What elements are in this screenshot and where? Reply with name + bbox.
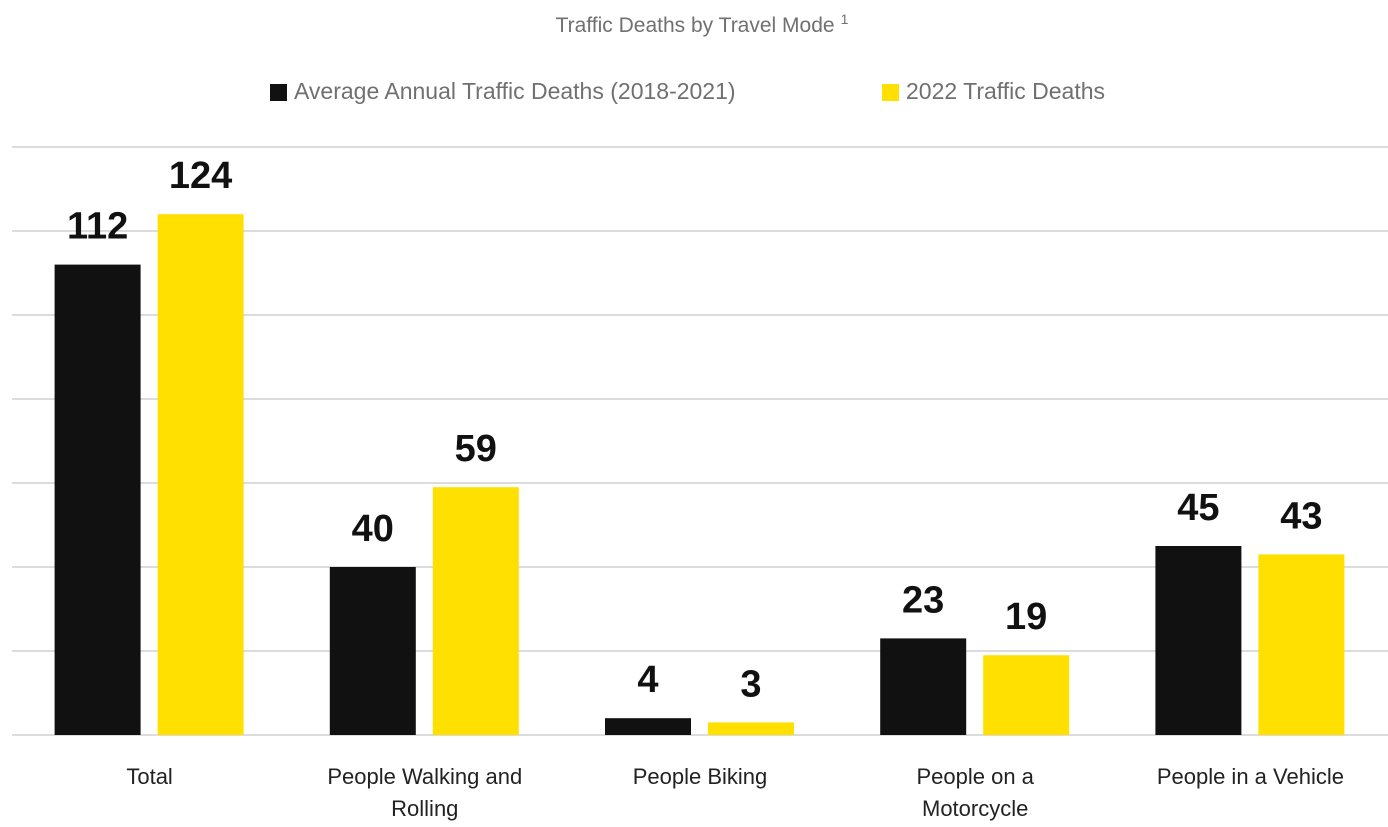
bar bbox=[708, 722, 794, 735]
x-tick-label: People Walking and Rolling bbox=[327, 764, 523, 821]
legend-swatch bbox=[270, 84, 287, 101]
value-label: 124 bbox=[169, 155, 232, 197]
value-label: 3 bbox=[740, 663, 761, 705]
bar bbox=[1258, 554, 1345, 735]
bar bbox=[605, 718, 691, 735]
x-tick-label: People on a Motorcycle bbox=[916, 764, 1034, 821]
x-tick-label: People Biking bbox=[632, 764, 768, 789]
value-label: 40 bbox=[352, 508, 394, 550]
x-tick-label: People in a Vehicle bbox=[1156, 764, 1344, 789]
value-label: 112 bbox=[67, 206, 128, 248]
title-footnote: 1 bbox=[841, 11, 849, 27]
legend-label: 2022 Traffic Deaths bbox=[906, 78, 1105, 104]
legend-label: Average Annual Traffic Deaths (2018-2021… bbox=[294, 78, 736, 104]
legend-swatch bbox=[882, 84, 899, 101]
value-label: 59 bbox=[455, 428, 497, 470]
chart-title: Traffic Deaths by Travel Mode 1 bbox=[556, 11, 849, 37]
bar bbox=[54, 264, 141, 735]
bar bbox=[329, 567, 416, 735]
bar bbox=[1155, 546, 1242, 735]
x-tick-label: Total bbox=[126, 764, 173, 789]
value-label: 23 bbox=[902, 579, 944, 621]
bar bbox=[880, 638, 967, 735]
bar bbox=[157, 214, 244, 735]
value-label: 43 bbox=[1280, 495, 1322, 537]
bar bbox=[983, 655, 1070, 735]
value-label: 45 bbox=[1177, 487, 1219, 529]
title-text: Traffic Deaths by Travel Mode bbox=[556, 14, 835, 37]
value-label: 4 bbox=[637, 659, 658, 701]
bar bbox=[432, 487, 519, 735]
value-label: 19 bbox=[1005, 596, 1047, 638]
